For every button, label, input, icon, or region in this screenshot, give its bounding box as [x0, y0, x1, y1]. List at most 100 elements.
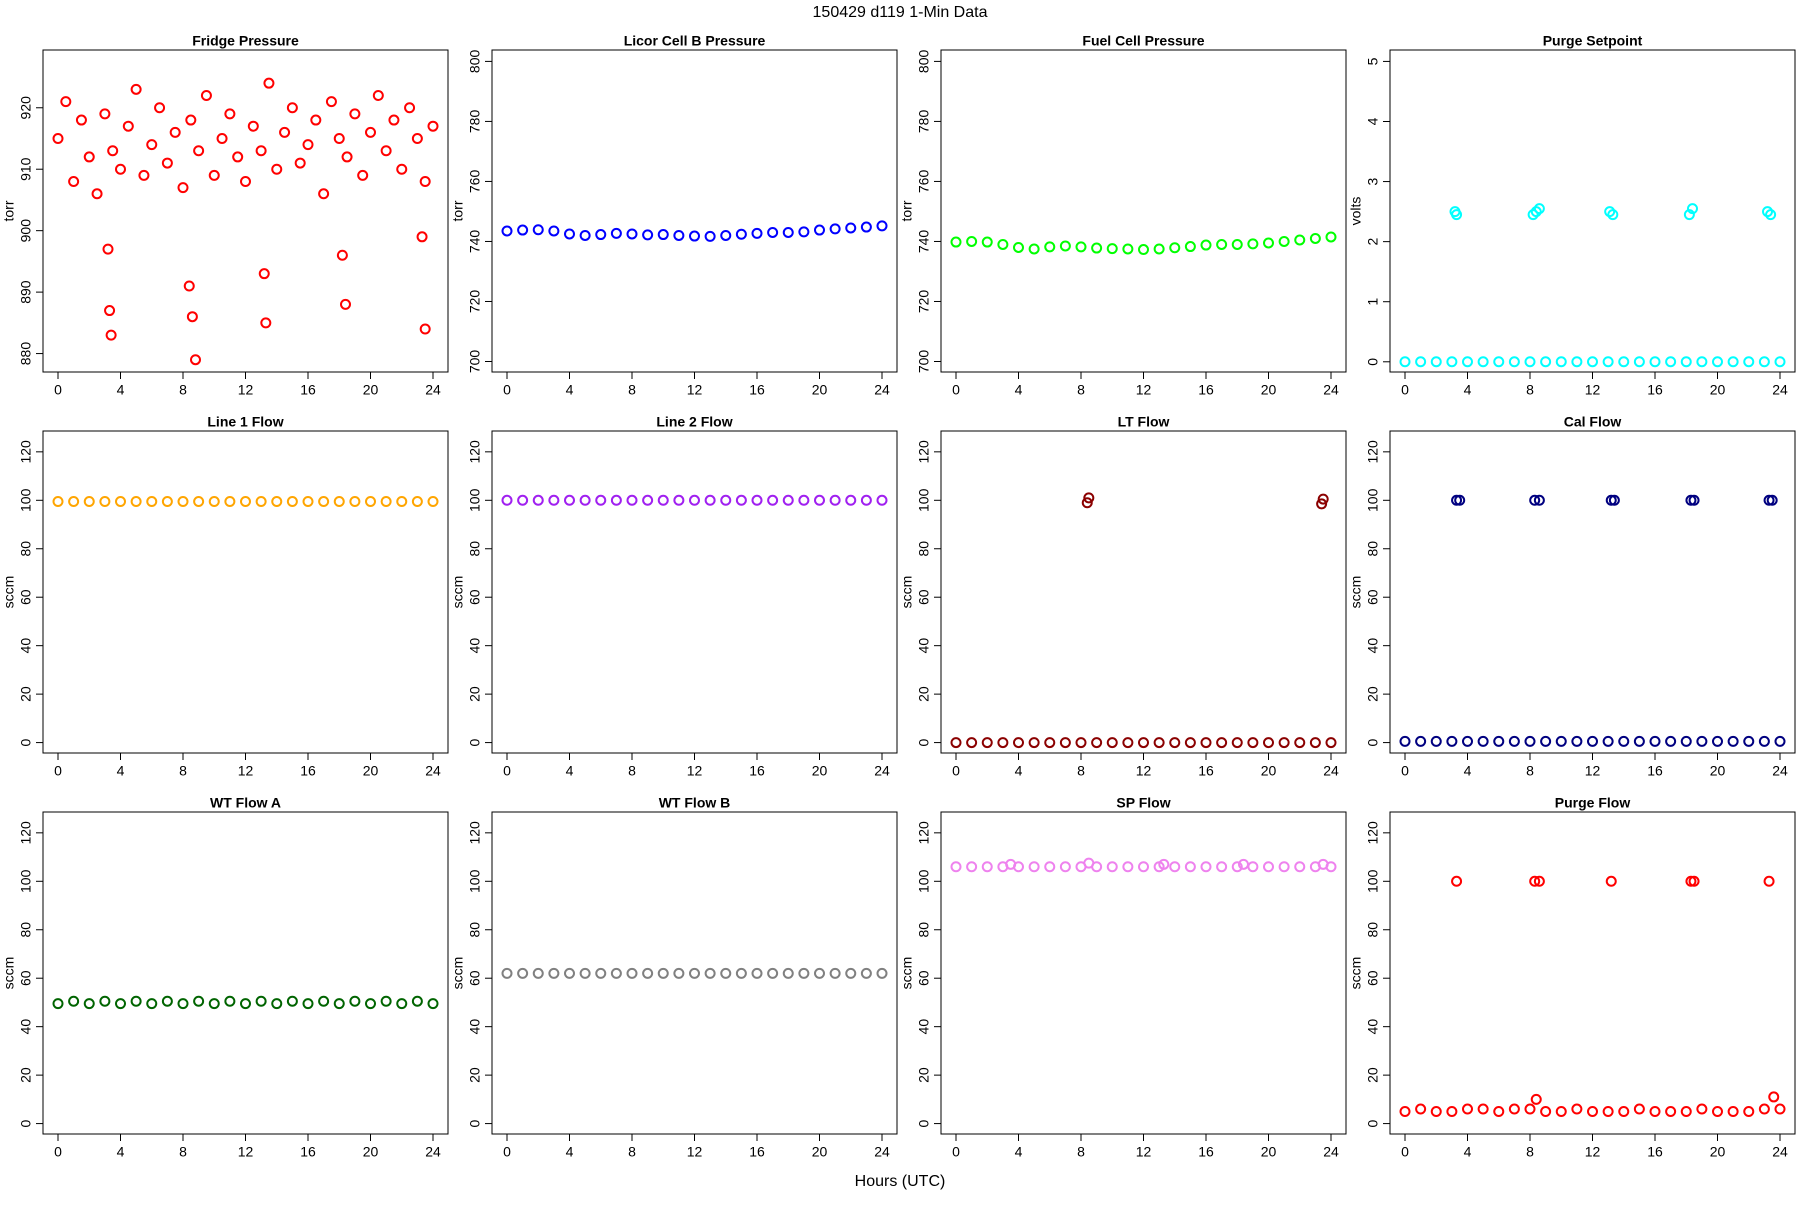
- point: [1044, 241, 1056, 253]
- point: [1462, 1103, 1473, 1115]
- y-axis-label: sccm: [450, 957, 466, 990]
- y-tick-label: 20: [916, 686, 932, 702]
- y-tick-label: 120: [18, 440, 34, 464]
- point: [1602, 735, 1614, 747]
- point: [735, 967, 747, 979]
- point: [1665, 735, 1677, 747]
- point: [1169, 861, 1181, 873]
- point: [735, 228, 747, 240]
- point: [104, 305, 116, 317]
- y-tick-label: 100: [467, 869, 483, 893]
- point: [396, 163, 408, 175]
- x-tick-label: 8: [1077, 382, 1085, 398]
- plot-frame: [940, 49, 1347, 373]
- point: [950, 236, 962, 248]
- point: [1247, 238, 1259, 250]
- point: [1430, 356, 1442, 368]
- point: [1555, 735, 1567, 747]
- point: [294, 157, 306, 169]
- x-tick-label: 12: [238, 1144, 254, 1160]
- point: [966, 861, 978, 873]
- point: [161, 496, 173, 508]
- point: [845, 222, 857, 234]
- y-tick-label: 100: [916, 488, 932, 512]
- point: [1138, 861, 1149, 873]
- point: [1294, 737, 1306, 749]
- point: [388, 114, 400, 126]
- y-tick-label: 0: [467, 1119, 483, 1127]
- x-tick-label: 24: [425, 382, 441, 398]
- point: [380, 496, 392, 508]
- panel: Purge Flow sccm 0 4 8 12 16 20 24 0 20 40 60 80 100 120: [1348, 795, 1796, 1160]
- panel-title: SP Flow: [1116, 795, 1170, 811]
- point: [642, 229, 654, 241]
- point: [161, 995, 173, 1007]
- x-tick-label: 16: [1647, 1144, 1663, 1160]
- point: [1765, 209, 1777, 221]
- point: [105, 329, 117, 341]
- point: [814, 494, 825, 506]
- point: [146, 139, 158, 151]
- y-tick-label: 40: [467, 638, 483, 654]
- point: [1278, 737, 1290, 749]
- point: [1533, 875, 1545, 887]
- x-tick-label: 4: [1464, 382, 1472, 398]
- point: [1263, 737, 1274, 749]
- point: [115, 496, 126, 508]
- point: [1317, 493, 1329, 505]
- y-tick-label: 800: [467, 50, 483, 74]
- point: [673, 494, 685, 506]
- point: [349, 108, 361, 120]
- x-tick-label: 20: [363, 382, 379, 398]
- point: [177, 182, 189, 194]
- x-tick-label: 0: [503, 382, 511, 398]
- point: [626, 228, 638, 240]
- point: [689, 494, 700, 506]
- point: [1683, 209, 1695, 221]
- point: [190, 354, 201, 366]
- x-tick-label: 0: [1401, 763, 1409, 779]
- y-axis-label: sccm: [899, 576, 915, 609]
- point: [161, 157, 173, 169]
- point: [286, 102, 298, 114]
- point: [1618, 1105, 1630, 1117]
- point: [1200, 861, 1212, 873]
- point: [1309, 232, 1321, 244]
- point: [396, 998, 408, 1010]
- point: [60, 96, 72, 108]
- y-tick-label: 0: [18, 738, 34, 746]
- point: [1696, 1103, 1708, 1115]
- point: [224, 995, 236, 1007]
- point: [1216, 737, 1228, 749]
- point: [1602, 356, 1614, 368]
- point: [657, 229, 669, 241]
- point: [1530, 206, 1542, 218]
- point: [1044, 737, 1056, 749]
- point: [1005, 858, 1017, 870]
- point: [1399, 735, 1411, 747]
- plot-frame: [42, 811, 449, 1135]
- point: [185, 114, 197, 126]
- x-tick-label: 8: [179, 763, 187, 779]
- x-axis-label: Hours (UTC): [855, 1173, 946, 1190]
- point: [1138, 737, 1149, 749]
- point: [349, 995, 361, 1007]
- y-tick-label: 20: [1365, 1067, 1381, 1083]
- point: [782, 226, 794, 238]
- point: [1665, 356, 1677, 368]
- point: [255, 496, 267, 508]
- point: [83, 151, 95, 163]
- y-axis-label: sccm: [1, 576, 17, 609]
- point: [517, 967, 529, 979]
- y-tick-label: 20: [467, 1067, 483, 1083]
- point: [1238, 858, 1249, 870]
- point: [419, 323, 431, 335]
- point: [1763, 875, 1775, 887]
- point: [1091, 242, 1103, 254]
- plot-frame: [491, 49, 898, 373]
- plot-frame: [491, 430, 898, 754]
- x-tick-label: 12: [1585, 382, 1601, 398]
- point: [411, 132, 423, 144]
- y-tick-label: 80: [467, 922, 483, 938]
- panel-title: Licor Cell B Pressure: [624, 33, 766, 49]
